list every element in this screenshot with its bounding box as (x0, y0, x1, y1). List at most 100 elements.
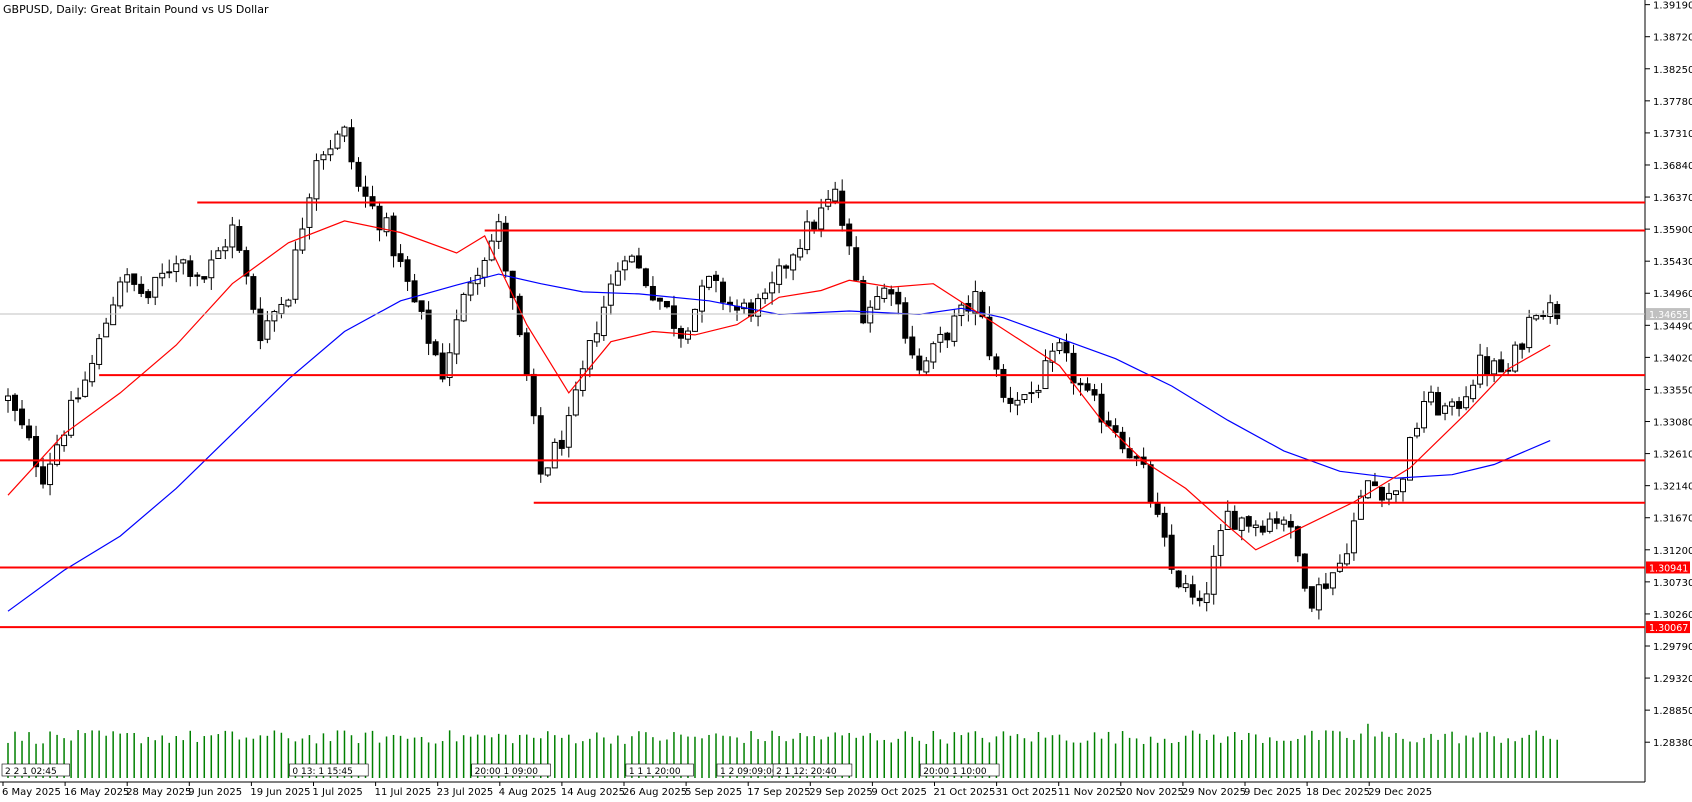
candle-body (691, 308, 698, 332)
event-tag-label: 20:00 1 09:00 (475, 767, 539, 777)
candle-body (1266, 518, 1273, 532)
candle-body (1070, 352, 1077, 384)
candle-body (502, 222, 509, 272)
time-tick-label: 9 Jun 2025 (188, 787, 242, 798)
time-tick-label: 31 Oct 2025 (996, 787, 1058, 798)
candle-body (26, 425, 33, 439)
candle-body (888, 289, 895, 295)
candle-body (1217, 530, 1224, 556)
candle-body (1357, 495, 1364, 520)
candle-body (1491, 360, 1498, 375)
time-tick-label: 9 Dec 2025 (1244, 787, 1302, 798)
time-tick-label: 4 Aug 2025 (499, 787, 557, 798)
candle-body (516, 295, 523, 336)
candle-body (860, 280, 867, 324)
candle-body (82, 379, 89, 397)
candle-body (1231, 510, 1238, 530)
candle-body (755, 298, 762, 317)
candle-body (1414, 427, 1421, 437)
price-tick-label: 1.33080 (1653, 418, 1692, 429)
candle-body (1519, 343, 1526, 350)
candle-body (684, 330, 691, 340)
price-tick-label: 1.38250 (1653, 65, 1692, 76)
candle-body (1512, 344, 1519, 372)
candle-body (5, 395, 11, 401)
candle-body (846, 223, 853, 247)
event-tag (920, 763, 1000, 777)
candle-body (292, 249, 299, 300)
candle-body (1224, 510, 1231, 530)
candle-body (656, 297, 663, 302)
event-tag (471, 763, 551, 777)
candle-body (1498, 359, 1505, 373)
time-tick-label: 9 Oct 2025 (871, 787, 926, 798)
candle-body (1084, 383, 1091, 391)
time-tick-label: 5 Sep 2025 (685, 787, 742, 798)
candle-body (467, 282, 474, 296)
candle-body (460, 293, 467, 322)
candle-body (1035, 389, 1042, 393)
candle-body (264, 320, 271, 340)
candle-body (145, 291, 152, 299)
candle-body (706, 275, 712, 288)
candle-body (166, 271, 173, 274)
candle-body (89, 362, 96, 383)
time-tick-label: 29 Sep 2025 (809, 787, 872, 798)
candle-body (509, 270, 516, 299)
candle-body (1428, 391, 1435, 403)
candle-body (958, 304, 965, 317)
candle-body (1308, 586, 1315, 609)
price-tick-label: 1.29790 (1653, 642, 1692, 653)
candle-body (783, 265, 790, 269)
event-tag (625, 763, 694, 777)
level-price-tag-label: 1.30941 (1649, 563, 1688, 574)
time-tick-label: 11 Jul 2025 (375, 787, 432, 798)
chart-title: GBPUSD, Daily: Great Britain Pound vs US… (3, 3, 269, 16)
candle-body (909, 336, 916, 356)
price-tick-label: 1.37780 (1653, 97, 1692, 108)
candle-body (313, 160, 320, 200)
candle-body (131, 273, 138, 285)
candle-body (867, 306, 874, 324)
candle-body (1238, 517, 1245, 531)
candle-body (1210, 555, 1217, 595)
candle-body (1287, 520, 1294, 528)
candle-body (376, 205, 383, 231)
candle-body (201, 276, 208, 280)
candle-body (1105, 420, 1112, 427)
candle-body (1533, 315, 1540, 320)
candle-body (1407, 437, 1413, 481)
price-tick-label: 1.33550 (1653, 385, 1692, 396)
level-price-tag (1646, 561, 1690, 574)
candle-body (404, 259, 411, 282)
candle-body (1364, 480, 1371, 499)
candle-body (874, 296, 881, 310)
candle-body (895, 291, 902, 305)
candle-body (1021, 394, 1028, 400)
event-tag-label: 1 2 09:09:00 (720, 767, 778, 777)
candle-body (572, 389, 579, 416)
candle-body (1449, 401, 1456, 407)
candle-body (916, 355, 923, 371)
time-tick-label: 1 Jul 2025 (313, 787, 363, 798)
candle-body (818, 207, 825, 230)
level-price-tag-label: 1.30067 (1649, 623, 1688, 634)
candle-body (881, 287, 888, 299)
candle-body (1063, 341, 1070, 354)
time-tick-label: 17 Sep 2025 (747, 787, 810, 798)
candle-body (1245, 516, 1252, 527)
candle-body (271, 311, 278, 322)
candle-body (832, 188, 839, 202)
candle-body (965, 302, 972, 312)
candle-body (117, 281, 124, 307)
candle-body (152, 276, 159, 298)
candle-body (397, 253, 404, 262)
candle-body (1189, 584, 1196, 598)
candle-body (579, 368, 586, 391)
candle-body (923, 360, 930, 373)
candle-body (495, 221, 502, 242)
price-tick-label: 1.36370 (1653, 193, 1692, 204)
time-tick-label: 28 May 2025 (126, 787, 191, 798)
